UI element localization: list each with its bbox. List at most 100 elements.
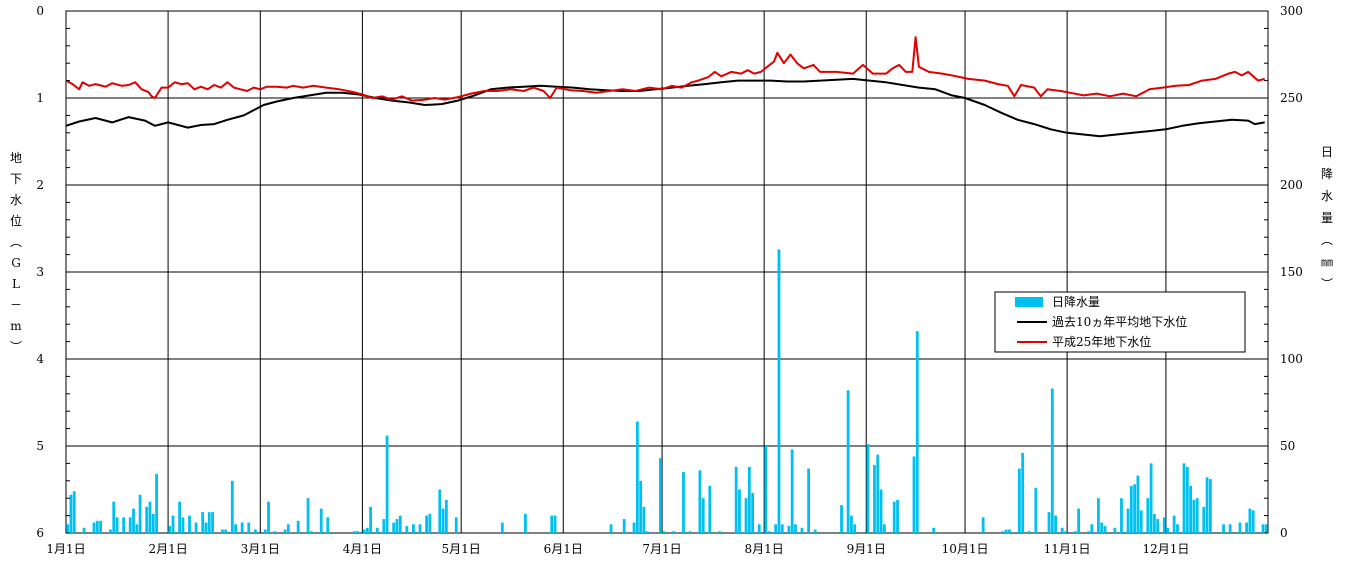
precip-bar — [369, 506, 373, 533]
precip-bar — [635, 421, 639, 533]
precip-bar — [1021, 452, 1025, 533]
precip-bar — [1176, 524, 1179, 533]
precip-bar — [609, 524, 613, 533]
grid — [65, 10, 1269, 534]
precip-bar — [201, 512, 205, 533]
precip-bar — [718, 531, 722, 533]
left-axis-label-char: G — [11, 256, 21, 270]
precip-bar — [362, 529, 366, 533]
precip-bar — [553, 515, 557, 533]
right-tick-label: 100 — [1280, 352, 1303, 366]
precip-bar — [1208, 479, 1212, 533]
precip-bar — [392, 522, 396, 533]
right-tick-label: 250 — [1280, 91, 1303, 105]
x-tick-label: 9月1日 — [847, 542, 886, 556]
precip-bar — [135, 524, 139, 533]
precip-bar — [866, 444, 870, 533]
precip-bar — [253, 529, 257, 533]
precip-bar — [428, 513, 432, 533]
precip-bar — [688, 531, 692, 533]
precip-bar — [500, 522, 504, 533]
precip-bar — [659, 458, 662, 533]
x-tick-label: 8月1日 — [745, 542, 784, 556]
precip-bar — [1050, 388, 1054, 533]
precip-bar — [1004, 529, 1008, 533]
precip-bar — [1090, 524, 1094, 533]
precip-bar — [1103, 526, 1107, 533]
precip-bar — [1034, 487, 1038, 533]
right-tick-label: 50 — [1280, 439, 1295, 453]
precip-bar — [128, 517, 132, 533]
precip-bar — [171, 515, 175, 533]
left-tick-label: 1 — [36, 91, 44, 105]
precip-bar — [850, 515, 853, 533]
x-tick-label: 5月1日 — [442, 542, 481, 556]
precip-bar — [181, 517, 185, 533]
precip-bar — [790, 449, 794, 533]
x-tick-label: 1月1日 — [46, 542, 85, 556]
precip-bar — [247, 522, 251, 533]
precip-bar — [204, 522, 208, 533]
precip-bar — [1008, 529, 1011, 533]
precip-bar — [1156, 519, 1160, 533]
precip-bar — [846, 390, 850, 533]
precip-bar — [178, 501, 182, 533]
precip-bar — [352, 531, 356, 533]
right-axis-label-char: ︵ — [1321, 233, 1333, 247]
right-tick-label: 0 — [1280, 526, 1288, 540]
precip-bar — [283, 529, 287, 533]
right-tick-label: 150 — [1280, 265, 1303, 279]
precip-bar — [99, 520, 102, 533]
precip-bar — [1182, 463, 1186, 533]
left-tick-label: 3 — [36, 265, 44, 279]
precip-bar — [800, 527, 804, 533]
x-tick-label: 12月1日 — [1142, 542, 1189, 556]
x-tick-label: 6月1日 — [544, 542, 583, 556]
precip-bar — [1205, 477, 1209, 533]
left-axis-label-char: ︶ — [10, 340, 22, 354]
precip-bar — [1017, 468, 1021, 533]
precip-bar — [1166, 527, 1169, 533]
precip-bar — [738, 489, 741, 533]
precip-bar — [639, 480, 643, 533]
precip-bar — [853, 524, 857, 533]
precip-bar — [882, 524, 886, 533]
precip-bar — [523, 513, 527, 533]
precip-bar — [273, 531, 277, 533]
precip-bar — [112, 501, 116, 533]
precip-bar — [813, 529, 817, 533]
precip-bar — [840, 505, 843, 533]
precip-bar — [385, 435, 389, 533]
precip-bar — [1261, 524, 1265, 533]
left-axis-label-char: 水 — [10, 193, 22, 207]
right-axis-label-char: ㎜ — [1321, 255, 1333, 269]
left-axis-label-char: 下 — [10, 172, 22, 186]
precip-bar — [1222, 524, 1225, 533]
precip-bar — [787, 526, 791, 533]
precip-bar — [115, 517, 119, 533]
precip-bar — [912, 456, 916, 533]
precip-bar — [1087, 531, 1090, 533]
precip-bar — [807, 468, 811, 533]
precip-bar — [356, 531, 359, 533]
precip-bar — [1228, 524, 1232, 533]
precip-bar — [1264, 524, 1268, 533]
right-tick-label: 300 — [1280, 4, 1303, 18]
right-axis-label-char: ︶ — [1321, 277, 1333, 291]
precip-bar — [1077, 508, 1081, 533]
precip-bar — [932, 527, 936, 533]
precip-bar — [234, 524, 237, 533]
legend-swatch-precip — [1015, 297, 1043, 307]
precip-bar — [1238, 522, 1242, 533]
right-axis-label-char: 日 — [1321, 145, 1333, 159]
precip-bar — [1097, 498, 1100, 533]
precip-bar — [751, 492, 755, 533]
left-tick-label: 6 — [36, 526, 44, 540]
precip-bar — [1146, 498, 1150, 533]
precip-bar — [662, 531, 666, 533]
right-axis-label-char: 水 — [1321, 189, 1333, 203]
precip-bar — [1129, 486, 1133, 533]
precip-bar — [701, 498, 705, 533]
h25-groundwater-line — [65, 36, 1265, 102]
precip-bar — [95, 520, 99, 533]
